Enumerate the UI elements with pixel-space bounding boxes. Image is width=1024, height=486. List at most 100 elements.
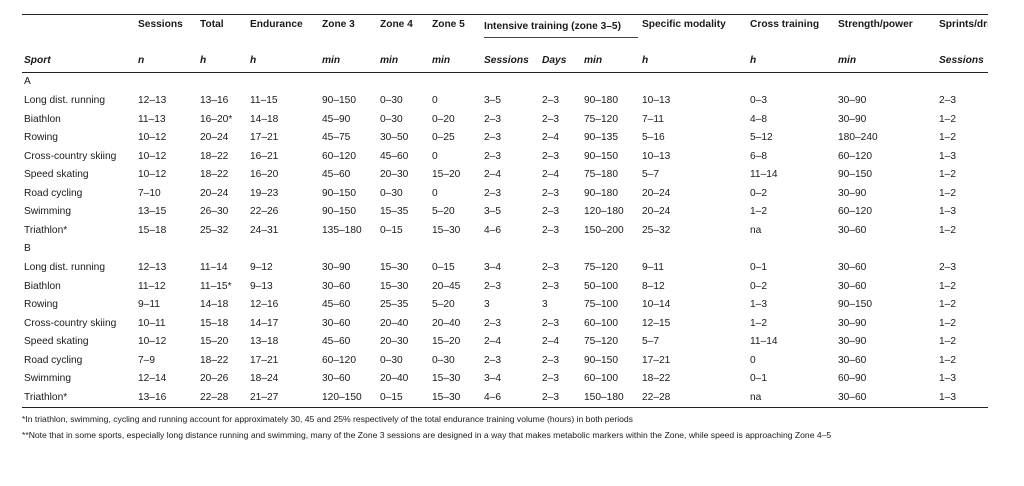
unit-header-cell: h [640, 50, 748, 73]
sport-name-cell: Swimming [24, 373, 71, 385]
table-cell: 2–3 [939, 95, 956, 107]
table-row: Biathlon 11–13 16–20* 14–18 45–90 0–30 0–20 2–3… [22, 111, 988, 130]
table-cell: 30–60 [838, 280, 867, 292]
table-cell: 10–12 [138, 336, 167, 348]
table-cell: 2–3 [542, 373, 559, 385]
table-cell: 22–28 [642, 391, 671, 403]
table-cell: 3–5 [484, 95, 501, 107]
footnote-triathlon: *In triathlon, swimming, cycling and run… [22, 414, 633, 424]
table-cell: 1–3 [939, 373, 956, 385]
unit-header-cell: Days [540, 50, 582, 73]
table-cell: 2–3 [542, 206, 559, 218]
table-cell: 24–31 [250, 224, 279, 236]
table-cell: 45–60 [380, 150, 409, 162]
table-row: Rowing 9–11 14–18 12–16 45–60 25–35 5–20 3 3 75–1… [22, 296, 988, 315]
table-cell: 9–11 [642, 262, 664, 274]
table-cell: 30–60 [322, 373, 351, 385]
header-sport-blank [22, 15, 136, 50]
footnote-zone3-note: **Note that in some sports, especially l… [22, 430, 832, 441]
table-cell: 0–15 [380, 224, 403, 236]
table-cell: 45–60 [322, 169, 351, 181]
table-cell: 14–17 [250, 317, 279, 329]
table-row: Cross-country skiing 10–12 18–22 16–21 60–12… [22, 148, 988, 167]
table-cell: 15–30 [380, 280, 409, 292]
table-cell: 25–32 [200, 224, 229, 236]
table-cell: 0 [432, 95, 438, 107]
sport-name-cell: Biathlon [24, 280, 61, 292]
table-cell: 30–90 [838, 113, 867, 125]
table-cell: 1–3 [939, 391, 956, 403]
table-cell: 1–2 [939, 336, 956, 348]
table-cell: 14–18 [200, 299, 229, 311]
table-cell: 22–26 [250, 206, 279, 218]
header-zone4: Zone 4 [380, 19, 413, 30]
table-cell: 15–35 [380, 206, 409, 218]
table-cell: 90–135 [584, 132, 618, 144]
table-cell: 2–3 [542, 280, 559, 292]
table-cell: 12–16 [250, 299, 279, 311]
table-cell: 1–3 [939, 206, 956, 218]
table-row: Swimming 12–14 20–26 18–24 30–60 20–40 15–30 3–… [22, 370, 988, 389]
table-cell: 10–11 [138, 317, 166, 329]
table-cell: 0–30 [432, 354, 455, 366]
table-cell: 0–15 [432, 262, 455, 274]
table-cell: 30–90 [838, 317, 867, 329]
table-cell: 0 [432, 187, 438, 199]
sport-name-cell: Cross-country skiing [24, 150, 117, 162]
table-cell: 5–7 [642, 169, 659, 181]
table-cell: 90–150 [838, 169, 872, 181]
table-cell: 45–90 [322, 113, 351, 125]
table-cell: 10–12 [138, 169, 167, 181]
table-row: Road cycling 7–10 20–24 19–23 90–150 0–30 0 2–3… [22, 185, 988, 204]
table-cell: 3 [542, 299, 548, 311]
unit-header-cell: min [320, 50, 378, 73]
sport-name-cell: Triathlon* [24, 224, 68, 236]
table-cell: 20–40 [432, 317, 461, 329]
table-row: Long dist. running 12–13 13–16 11–15 90–150 0… [22, 92, 988, 111]
training-table-figure: Sessions Total Endurance Zone 3 Zone 4 Z… [22, 14, 988, 441]
table-cell: 0–20 [432, 113, 455, 125]
table-cell: 15–30 [432, 373, 461, 385]
table-cell: 30–60 [838, 224, 867, 236]
table-cell: 30–90 [322, 262, 351, 274]
table-cell: 60–100 [584, 373, 618, 385]
table-cell: 90–150 [584, 354, 618, 366]
table-cell: 30–90 [838, 187, 867, 199]
table-cell: 17–21 [250, 132, 279, 144]
table-cell: 2–3 [939, 262, 956, 274]
table-cell: na [750, 391, 762, 403]
table-cell: 25–35 [380, 299, 409, 311]
unit-header-cell: Sessions [937, 50, 988, 73]
table-cell: 30–60 [322, 280, 351, 292]
table-cell: 20–24 [642, 187, 671, 199]
table-cell: 10–13 [642, 95, 671, 107]
group-row: B [22, 240, 988, 259]
table-cell: 10–12 [138, 150, 167, 162]
table-cell: 1–2 [750, 317, 767, 329]
table-cell: 90–180 [584, 95, 618, 107]
table-cell: 2–4 [484, 336, 501, 348]
header-strength-power: Strength/power [838, 19, 913, 30]
table-cell: 90–150 [322, 95, 356, 107]
table-cell: 20–30 [380, 336, 409, 348]
table-cell: 20–40 [380, 373, 409, 385]
table-cell: 12–14 [138, 373, 167, 385]
sport-name-cell: Long dist. running [24, 95, 105, 107]
table-cell: 15–18 [138, 224, 167, 236]
table-cell: 13–15 [138, 206, 167, 218]
sport-name-cell: Biathlon [24, 113, 61, 125]
group-label: B [24, 243, 31, 255]
header-sessions: Sessions [138, 19, 183, 30]
table-cell: 60–100 [584, 317, 618, 329]
table-cell: 30–50 [380, 132, 409, 144]
table-cell: 10–14 [642, 299, 671, 311]
table-cell: 1–2 [939, 280, 956, 292]
top-rule [22, 14, 988, 15]
table-cell: 3 [484, 299, 490, 311]
unit-header-cell: min [836, 50, 937, 73]
table-cell: 0–1 [750, 262, 767, 274]
table-cell: 30–90 [838, 95, 867, 107]
table-cell: 18–24 [250, 373, 279, 385]
table-cell: 45–60 [322, 299, 351, 311]
table-cell: 2–3 [484, 280, 501, 292]
